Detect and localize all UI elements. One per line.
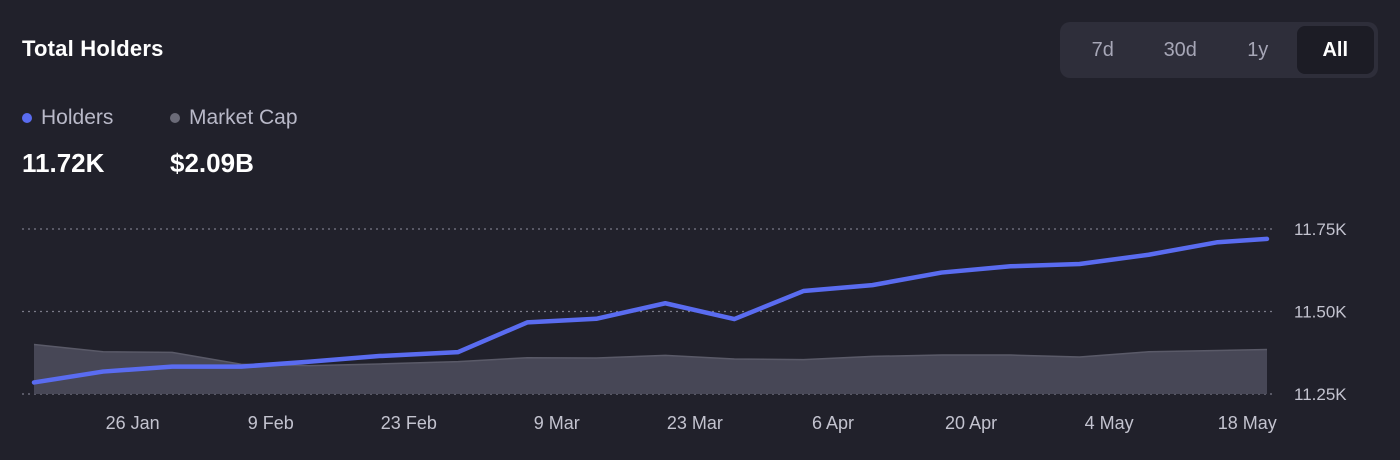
market-cap-area bbox=[34, 344, 1267, 394]
x-tick-label: 23 Mar bbox=[667, 413, 723, 433]
y-tick-label: 11.25K bbox=[1294, 385, 1347, 404]
y-tick-label: 11.75K bbox=[1294, 220, 1347, 239]
time-range-selector: 7d 30d 1y All bbox=[1060, 22, 1378, 78]
holders-dot-icon bbox=[22, 113, 32, 123]
x-tick-label: 23 Feb bbox=[381, 413, 437, 433]
legend-market-cap-label: Market Cap bbox=[189, 106, 298, 129]
legend-holders[interactable]: Holders bbox=[22, 106, 113, 130]
x-tick-label: 20 Apr bbox=[945, 413, 997, 433]
y-tick-label: 11.50K bbox=[1294, 303, 1347, 322]
range-1y-button[interactable]: 1y bbox=[1247, 38, 1269, 61]
x-tick-label: 6 Apr bbox=[812, 413, 854, 433]
x-tick-label: 9 Feb bbox=[248, 413, 294, 433]
market-cap-line bbox=[33, 343, 1268, 367]
chart-title: Total Holders bbox=[22, 36, 164, 61]
x-tick-label: 26 Jan bbox=[106, 413, 160, 433]
range-all-button[interactable]: All bbox=[1296, 26, 1374, 74]
legend-holders-label: Holders bbox=[41, 106, 114, 129]
range-7d-button[interactable]: 7d bbox=[1091, 38, 1114, 61]
market-cap-value: $2.09B bbox=[170, 148, 254, 178]
x-tick-label: 9 Mar bbox=[534, 413, 580, 433]
range-30d-button[interactable]: 30d bbox=[1163, 38, 1197, 61]
holders-line bbox=[31, 236, 1270, 385]
market-cap-dot-icon bbox=[170, 113, 180, 123]
holders-value: 11.72K bbox=[22, 148, 105, 178]
x-tick-label: 4 May bbox=[1085, 413, 1134, 433]
x-tick-label: 18 May bbox=[1218, 413, 1277, 433]
legend-market-cap[interactable]: Market Cap bbox=[170, 106, 298, 130]
